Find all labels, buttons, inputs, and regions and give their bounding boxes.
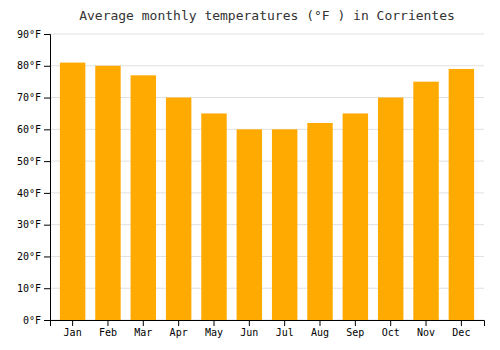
x-tick: Feb (99, 320, 117, 338)
y-tick: 40°F (17, 188, 50, 199)
y-tick: 50°F (17, 156, 50, 167)
x-tick: Oct (382, 320, 400, 338)
x-tick: Sep (346, 320, 364, 338)
bar (166, 98, 191, 320)
y-axis: 0°F 10°F 20°F 30°F 40°F 50°F 60°F 70°F 80°F 90°F (17, 29, 51, 326)
bar (60, 63, 85, 320)
grid-line (50, 34, 484, 35)
x-tick-mark (249, 320, 250, 326)
x-tick-mark (143, 320, 144, 326)
bar (449, 69, 474, 320)
x-tick: Jan (64, 320, 82, 338)
bar (95, 66, 120, 320)
y-tick: 70°F (17, 92, 50, 103)
x-axis: Jan Feb Mar Apr May Jun Jul Aug Sep Oct Nov Dec (51, 320, 485, 338)
y-tick-mark (44, 161, 50, 162)
x-tick-mark (461, 320, 462, 326)
y-tick: 80°F (17, 60, 50, 71)
bar (343, 113, 368, 320)
y-tick: 0°F (23, 315, 50, 326)
x-tick: Aug (311, 320, 329, 338)
x-tick-label: Sep (346, 327, 364, 338)
x-tick-mark (426, 320, 427, 326)
y-tick: 90°F (17, 29, 50, 40)
x-tick-label: Nov (417, 327, 435, 338)
x-tick-label: Dec (452, 327, 470, 338)
y-tick-mark (44, 129, 50, 130)
x-tick: Jul (276, 320, 294, 338)
y-tick: 20°F (17, 251, 50, 262)
y-axis-line (44, 35, 51, 321)
bar (237, 129, 262, 320)
x-tick-label: Feb (99, 327, 117, 338)
chart: 0°F 10°F 20°F 30°F 40°F 50°F 60°F 70°F 80°F 90°F J… (0, 0, 500, 350)
x-tick-label: Jun (240, 327, 258, 338)
y-tick: 10°F (17, 283, 50, 294)
x-tick: Jun (240, 320, 258, 338)
x-tick: Mar (134, 320, 152, 338)
y-tick-mark (44, 288, 50, 289)
y-tick-mark (44, 193, 50, 194)
x-tick-mark (320, 320, 321, 326)
title: Average monthly temperatures (°F ) in Co… (79, 8, 455, 23)
x-tick-label: Jan (64, 327, 82, 338)
y-tick: 60°F (17, 124, 50, 135)
y-tick-mark (44, 34, 50, 35)
grid (50, 34, 484, 320)
y-tick-label: 90°F (17, 29, 41, 40)
y-tick-label: 40°F (17, 188, 41, 199)
plot: 0°F 10°F 20°F 30°F 40°F 50°F 60°F 70°F 80°F 90°F J… (17, 29, 485, 338)
y-tick-label: 10°F (17, 283, 41, 294)
y-tick-mark (44, 98, 50, 99)
x-tick-label: Aug (311, 327, 329, 338)
bar (307, 123, 332, 320)
x-tick-label: Oct (382, 327, 400, 338)
y-tick-mark (44, 66, 50, 67)
x-tick: May (205, 320, 223, 338)
x-tick: Apr (170, 320, 188, 338)
bars (60, 63, 474, 320)
x-axis-line (51, 321, 485, 327)
y-tick-mark (44, 225, 50, 226)
x-tick: Nov (417, 320, 435, 338)
x-tick-label: Jul (276, 327, 294, 338)
y-tick-label: 0°F (23, 315, 41, 326)
y-tick-label: 60°F (17, 124, 41, 135)
x-tick-mark (213, 320, 214, 326)
bar (378, 98, 403, 320)
y-tick: 30°F (17, 219, 50, 230)
x-tick-mark (355, 320, 356, 326)
x-tick-mark (107, 320, 108, 326)
y-tick-label: 20°F (17, 251, 41, 262)
bar (413, 82, 438, 320)
x-tick-label: May (205, 327, 223, 338)
x-tick-mark (390, 320, 391, 326)
y-tick-label: 70°F (17, 92, 41, 103)
y-tick-mark (44, 320, 50, 321)
y-tick-label: 50°F (17, 156, 41, 167)
y-tick-label: 80°F (17, 60, 41, 71)
x-tick: Dec (452, 320, 470, 338)
bar (272, 129, 297, 320)
x-tick-mark (72, 320, 73, 326)
x-tick-label: Mar (134, 327, 152, 338)
bar (131, 75, 156, 320)
x-tick-label: Apr (170, 327, 188, 338)
x-tick-mark (284, 320, 285, 326)
x-tick-mark (178, 320, 179, 326)
y-tick-label: 30°F (17, 219, 41, 230)
bar (201, 113, 226, 320)
y-tick-mark (44, 256, 50, 257)
